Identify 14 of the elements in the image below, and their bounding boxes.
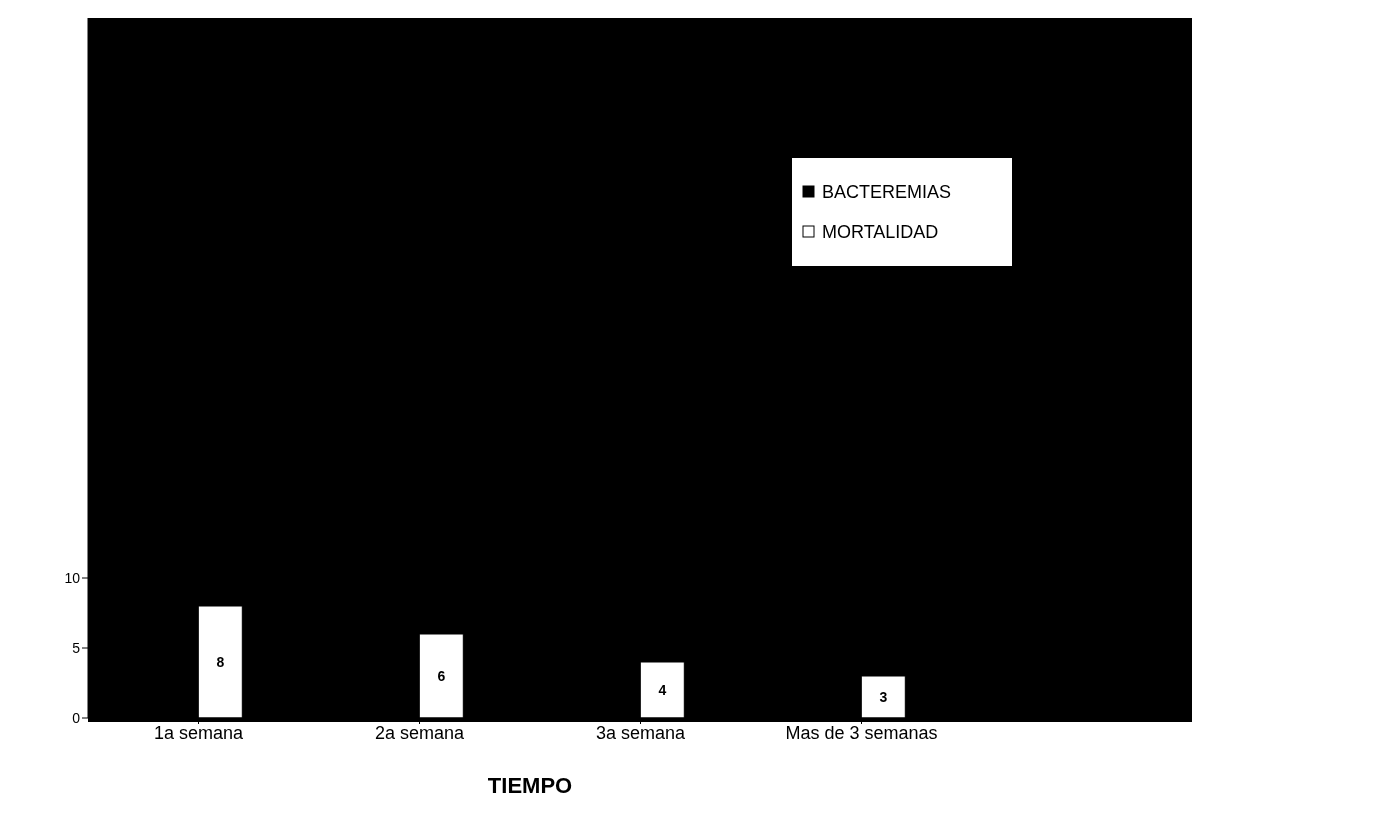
data-label: 4 <box>658 681 667 698</box>
x-axis-title: TIEMPO <box>487 773 573 798</box>
y-tick-label: 5 <box>72 639 81 656</box>
x-tick-label: 1a semana <box>153 722 245 743</box>
y-tick-label: 0 <box>72 709 81 726</box>
x-tick-label: Mas de 3 semanas <box>785 722 938 743</box>
data-label: 6 <box>437 667 446 684</box>
x-tick-label: 2a semana <box>374 722 466 743</box>
data-label: 8 <box>216 653 225 670</box>
legend-label: BACTEREMIAS <box>822 181 952 203</box>
y-tick-label: 10 <box>64 569 81 586</box>
legend-label: MORTALIDAD <box>822 221 939 243</box>
x-tick-label: 3a semana <box>595 722 687 743</box>
data-label: 3 <box>879 688 888 705</box>
